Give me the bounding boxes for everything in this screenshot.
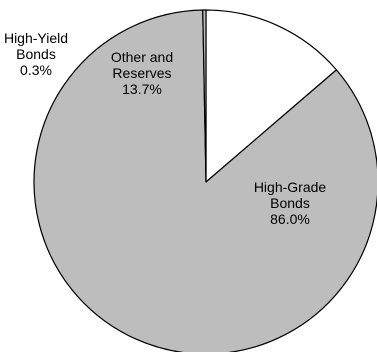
slice-label-line: High-Yield — [4, 30, 68, 46]
slice-label-line: Other and — [111, 49, 173, 65]
slice-label-line: Reserves — [112, 65, 171, 81]
slice-label-line: High-Grade — [254, 179, 327, 195]
slice-label-line: 0.3% — [20, 62, 52, 78]
slice-label-high-grade-bonds: High-Grade Bonds 86.0% — [254, 179, 327, 227]
pie-labels: High-Grade Bonds 86.0%High-Yield Bonds 0.3%O… — [4, 30, 326, 227]
slice-label-line: 13.7% — [122, 81, 162, 97]
slice-label-high-yield-bonds: High-Yield Bonds 0.3% — [4, 30, 68, 78]
slice-label-other-and-reserves: Other and Reserves 13.7% — [111, 49, 173, 97]
slice-label-line: Bonds — [270, 195, 310, 211]
slice-label-line: Bonds — [16, 46, 56, 62]
pie-slice-high-yield-bonds — [202, 9, 207, 183]
slice-label-line: 86.0% — [270, 211, 310, 227]
pie-slices — [33, 9, 377, 352]
pie-slice-other-and-reserves — [205, 9, 338, 183]
